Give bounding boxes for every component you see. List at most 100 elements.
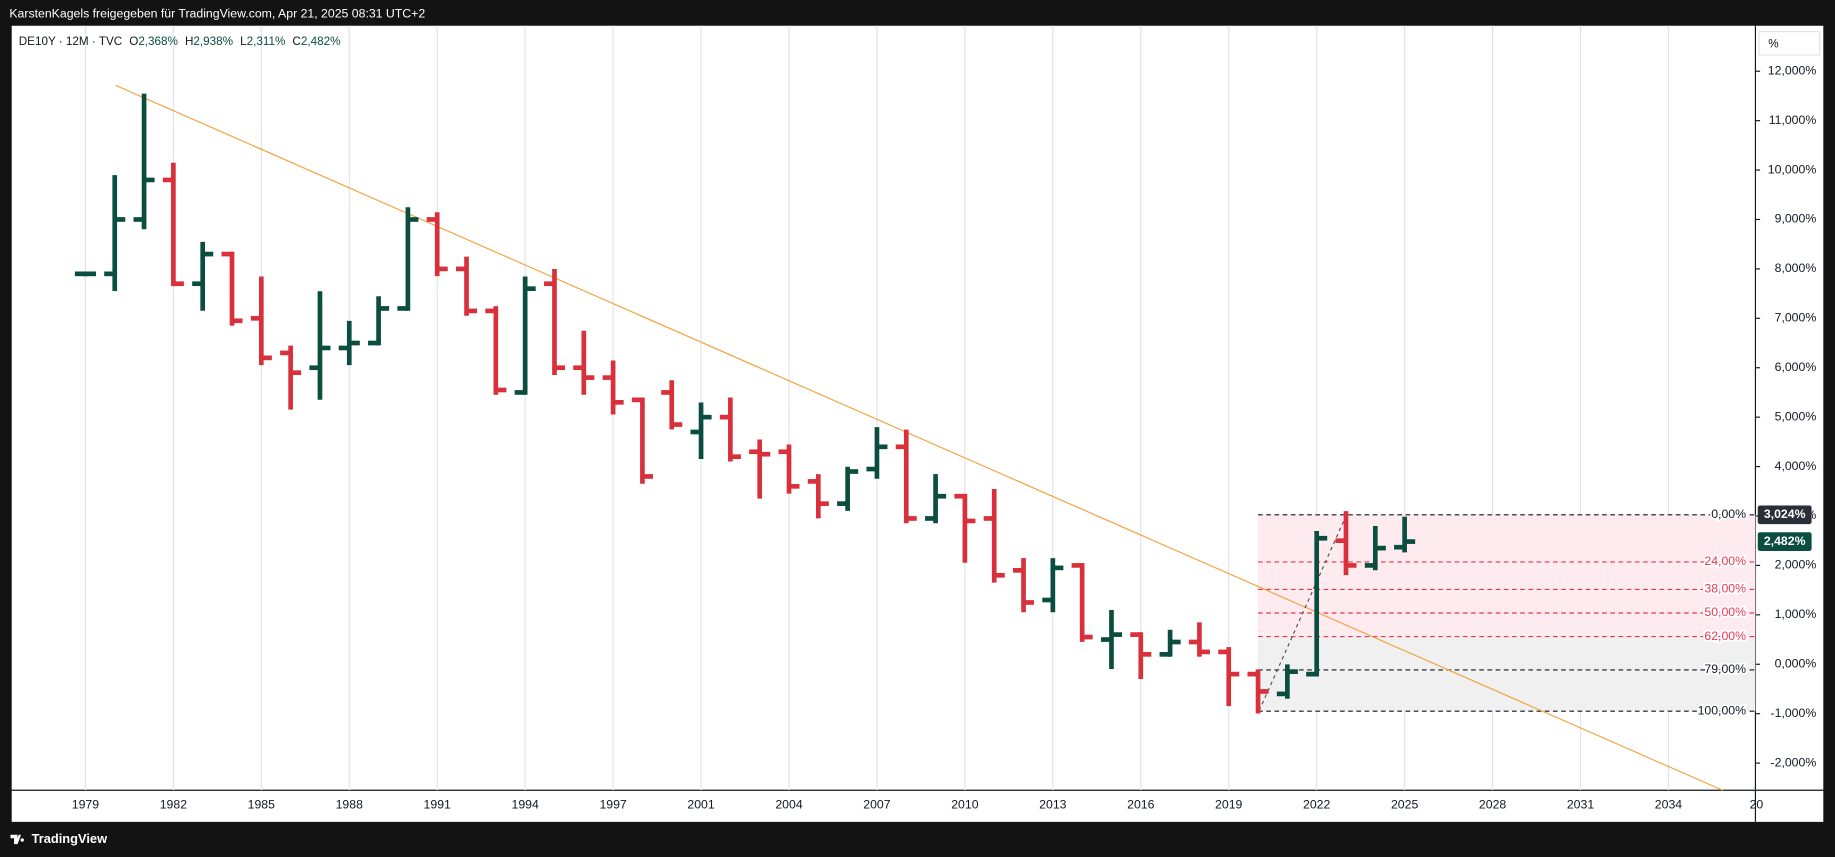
ohlc-bar: [221, 251, 243, 326]
fib-label: 79,00%: [1704, 662, 1746, 676]
ohlc-bar: [455, 256, 478, 316]
y-tick-label: 11,000%: [1769, 113, 1817, 127]
fib-zone: [1258, 613, 1756, 637]
ohlc-bar: [74, 271, 96, 277]
ohlc-bar: [250, 276, 272, 366]
bars: [74, 93, 1416, 714]
ohlc-bar: [1247, 669, 1269, 714]
fib-label: 50,00%: [1704, 605, 1746, 619]
brand-logo: [10, 834, 24, 845]
brand-name: TradingView: [32, 831, 108, 846]
price-tag-label: 3,024%: [1764, 507, 1806, 521]
brand: TradingView: [10, 831, 108, 846]
ohlc-bar: [1188, 622, 1210, 657]
x-tick-label: 2004: [775, 798, 802, 812]
axes: 12,000% 11,000% 10,000% 9,000% 8,000% 7,000% 6…: [72, 63, 1817, 811]
symbol-title: DE10Y · 12M · TVC: [19, 35, 122, 48]
ohlc-bar: [1364, 526, 1386, 571]
fib-label: 62,00%: [1704, 629, 1746, 643]
ohlc-bar: [485, 306, 507, 395]
x-tick-label: 2013: [1039, 798, 1066, 812]
ohlc-bar: [1276, 664, 1298, 699]
grid: [84, 25, 1670, 791]
x-tick-label: 2031: [1567, 798, 1594, 812]
fib-zone: [1258, 589, 1756, 614]
x-tick-label: 2010: [951, 798, 978, 812]
y-tick-label: 9,000%: [1775, 212, 1817, 226]
fib-zone: [1258, 669, 1756, 712]
ohlc-bar: [837, 466, 859, 511]
ohlc-bar: [1042, 558, 1064, 613]
ohlc-bar: [397, 207, 419, 311]
x-tick-label: 1994: [512, 798, 539, 812]
ohlc-bar: [426, 212, 448, 277]
ohlc-bar: [514, 276, 536, 395]
x-tick-label: 1997: [599, 798, 626, 812]
ohlc-bar: [133, 93, 155, 230]
x-tick-label: 2034: [1655, 798, 1682, 812]
ohlc-bar: [1100, 610, 1123, 670]
ohlc-letter: O: [129, 35, 138, 48]
y-tick-label: 4,000%: [1775, 459, 1817, 473]
ohlc-letter: C: [292, 35, 300, 48]
x-tick-label: 1988: [336, 798, 363, 812]
ohlc-bar: [162, 162, 184, 287]
fib-anchor-line: [1258, 516, 1347, 711]
ohlc-bar: [309, 291, 331, 400]
ohlc-bar: [661, 380, 683, 430]
price-tag-label: 2,482%: [1764, 534, 1806, 548]
ohlc-bar: [1306, 530, 1328, 677]
ohlc-bar: [543, 269, 566, 376]
fib-label: 100,00%: [1698, 703, 1747, 717]
ohlc-bar: [573, 330, 595, 395]
y-tick-label: 5,000%: [1775, 409, 1817, 423]
y-tick-label: 0,000%: [1775, 656, 1817, 670]
ohlc-bar: [1394, 516, 1416, 553]
ohlc-bar: [1012, 558, 1035, 613]
ohlc-bar: [104, 175, 126, 292]
x-tick-label: 1982: [160, 798, 187, 812]
ohlc-value: 2,311%: [247, 35, 286, 48]
fib-label: 24,00%: [1704, 554, 1746, 568]
y-tick-label: -1,000%: [1771, 706, 1817, 720]
x-tick-label: 1979: [72, 798, 99, 812]
ohlc-bar: [338, 320, 360, 366]
ohlc-value: 2,368%: [138, 35, 178, 48]
y-tick-label: 6,000%: [1775, 360, 1817, 374]
x-tick-label: 1991: [424, 798, 451, 812]
ohlc-bar: [280, 345, 302, 410]
fib-retracement: 0,00% 24,00% 38,00% 50,00% 62,00% 79,00% 100,0…: [1258, 505, 1756, 719]
ohlc-bar: [925, 474, 947, 524]
ohlc-bar: [778, 444, 800, 494]
ohlc-bar: [1218, 647, 1240, 707]
ohlc-bar: [719, 397, 741, 462]
ohlc-bar: [866, 427, 888, 479]
y-tick-label: 12,000%: [1768, 63, 1817, 77]
price-tag: [1757, 505, 1812, 525]
x-tick-label: 2007: [863, 798, 890, 812]
ohlc-bar: [1335, 511, 1357, 576]
fib-zone: [1258, 561, 1756, 590]
legend: DE10Y · 12M · TVC O 2,368% H 2,938% L 2,311% C…: [19, 35, 341, 48]
y-tick-label: 1,000%: [1775, 607, 1817, 621]
ohlc-bar: [749, 439, 771, 499]
x-tick-label: 20: [1750, 798, 1764, 812]
y-tick-label: 7,000%: [1775, 311, 1817, 325]
ohlc-bar: [1159, 629, 1181, 657]
fib-zone: [1258, 636, 1756, 670]
ohlc-bar: [368, 296, 390, 346]
share-text: KarstenKagels freigegeben für TradingVie…: [9, 6, 425, 20]
y-tick-label: -2,000%: [1771, 755, 1817, 769]
fib-label: 0,00%: [1711, 507, 1746, 521]
x-tick-label: 2001: [687, 798, 714, 812]
ohlc-bar: [602, 360, 624, 415]
x-tick-label: 2019: [1215, 798, 1242, 812]
y-tick-label: 2,000%: [1775, 558, 1817, 572]
x-tick-label: 2028: [1479, 798, 1506, 812]
ohlc-bar: [690, 402, 712, 460]
trend-line: [115, 84, 1723, 791]
ohlc-letter: H: [185, 35, 193, 48]
x-tick-label: 2022: [1303, 798, 1330, 812]
